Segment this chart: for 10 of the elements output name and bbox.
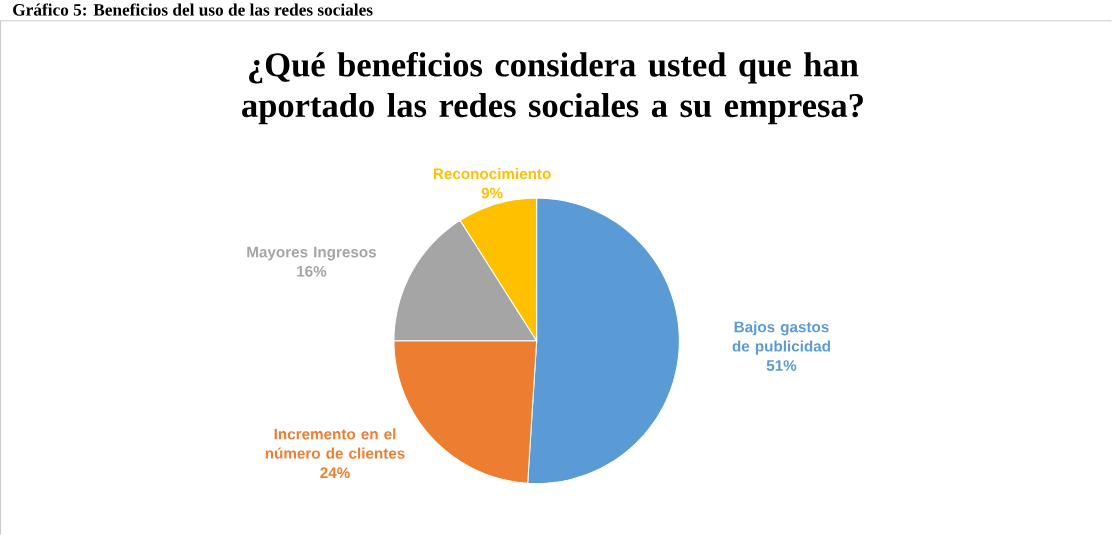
text: Gráfico 5: Beneficios del uso de las redes sociales (13, 3, 373, 16)
slice-label: Bajos gastos de publicidad (732, 321, 830, 355)
slice-label: Mayores Ingresos (247, 246, 376, 261)
data-label: 9% (481, 187, 503, 199)
data-label: 16% (297, 265, 327, 277)
slice-label: Reconocimiento (433, 168, 551, 180)
chart-title: ¿Qué beneficios considera usted que han aportado las redes sociales a su empresa? (242, 51, 863, 125)
slice-label: Incremento en el número de clientes (265, 428, 405, 459)
data-label: 51% (766, 360, 797, 371)
data-label: 24% (320, 467, 350, 479)
